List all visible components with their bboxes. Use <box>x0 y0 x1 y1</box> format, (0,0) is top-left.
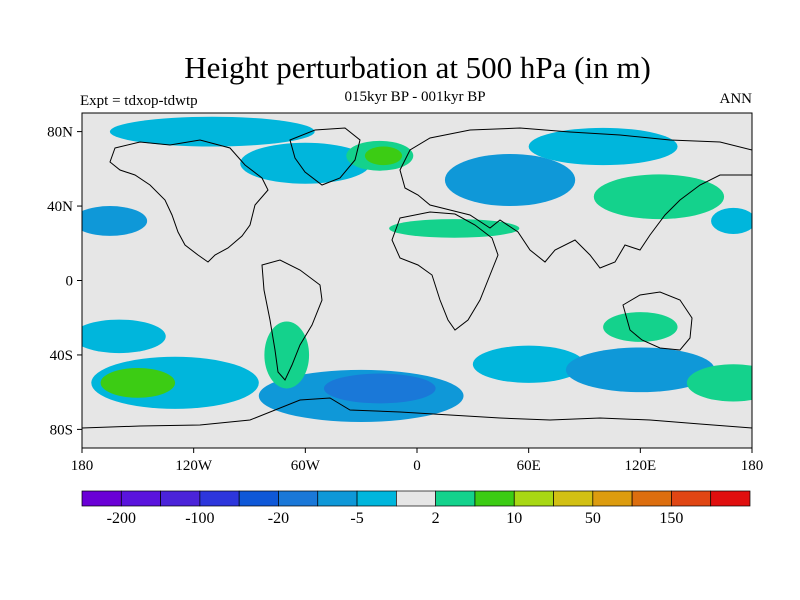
anomaly-region <box>264 321 310 389</box>
anomaly-region <box>472 345 585 383</box>
colorbar-box <box>356 490 397 507</box>
anomaly-region <box>711 207 752 234</box>
colorbar-label: -200 <box>107 510 136 527</box>
colorbar-box <box>553 490 594 507</box>
x-tick-label: 0 <box>413 458 421 474</box>
anomaly-region <box>686 364 752 402</box>
colorbar-box <box>592 490 633 507</box>
coastline-africa <box>391 211 499 331</box>
x-tick-label: 60E <box>517 458 541 474</box>
x-axis: 180 120W 60W 0 60E 120E 180 <box>71 448 764 474</box>
colorbar-box <box>278 490 319 507</box>
anomaly-region <box>82 319 166 354</box>
coastline-eurasia <box>399 127 752 269</box>
plot-title: Height perturbation at 500 hPa (in m) <box>184 50 651 85</box>
y-tick-label: 80N <box>47 125 73 141</box>
anomaly-layer <box>82 116 752 422</box>
anomaly-region <box>389 219 520 238</box>
y-axis: 80N 40N 0 40S 80S <box>47 125 82 438</box>
anomaly-region <box>528 127 678 166</box>
coastline-antarctica <box>82 397 752 429</box>
colorbar-box <box>238 490 279 507</box>
colorbar-box <box>199 490 240 507</box>
y-tick-label: 40N <box>47 199 73 215</box>
y-tick-label: 0 <box>66 274 74 290</box>
x-tick-label: 180 <box>71 458 94 474</box>
colorbar-box <box>81 490 122 507</box>
y-tick-label: 80S <box>50 422 73 438</box>
y-tick-label: 40S <box>50 348 73 364</box>
experiment-label: Expt = tdxop-tdwtp <box>80 93 198 109</box>
colorbar-label: 2 <box>432 510 440 527</box>
colorbar: -200 -100 -20 -5 2 10 50 150 <box>81 490 751 527</box>
x-tick-label: 60W <box>291 458 321 474</box>
coastlines <box>82 127 752 429</box>
anomaly-region <box>444 153 576 207</box>
colorbar-box <box>631 490 672 507</box>
coastline-north-america <box>109 139 269 263</box>
season-label: ANN <box>719 91 753 107</box>
colorbar-label: -20 <box>268 510 289 527</box>
colorbar-box <box>710 490 751 507</box>
anomaly-region <box>109 116 315 147</box>
anomaly-region <box>323 373 436 404</box>
coastline-australia <box>622 291 693 351</box>
colorbar-box <box>160 490 201 507</box>
anomaly-region <box>593 174 725 220</box>
anomaly-region <box>364 146 403 166</box>
contour-field <box>82 113 752 448</box>
x-tick-label: 180 <box>741 458 764 474</box>
colorbar-box <box>435 490 476 507</box>
plot-subtitle: 015kyr BP - 001kyr BP <box>344 89 486 105</box>
colorbar-box <box>513 490 554 507</box>
anomaly-region <box>603 312 678 342</box>
colorbar-label: -5 <box>350 510 363 527</box>
colorbar-box <box>474 490 515 507</box>
colorbar-label: 150 <box>659 510 683 527</box>
colorbar-label: 10 <box>506 510 522 527</box>
colorbar-box <box>671 490 712 507</box>
colorbar-label: -100 <box>185 510 214 527</box>
anomaly-region <box>100 367 176 398</box>
x-tick-label: 120W <box>175 458 213 474</box>
colorbar-box <box>317 490 358 507</box>
coastline-greenland <box>289 127 361 186</box>
anomaly-region <box>82 206 148 236</box>
colorbar-box <box>120 490 161 507</box>
x-tick-label: 120E <box>624 458 656 474</box>
coastline-south-america <box>261 259 323 381</box>
anomaly-region <box>565 347 715 393</box>
anomaly-region <box>240 142 371 184</box>
colorbar-label: 50 <box>585 510 601 527</box>
colorbar-box <box>396 490 436 507</box>
